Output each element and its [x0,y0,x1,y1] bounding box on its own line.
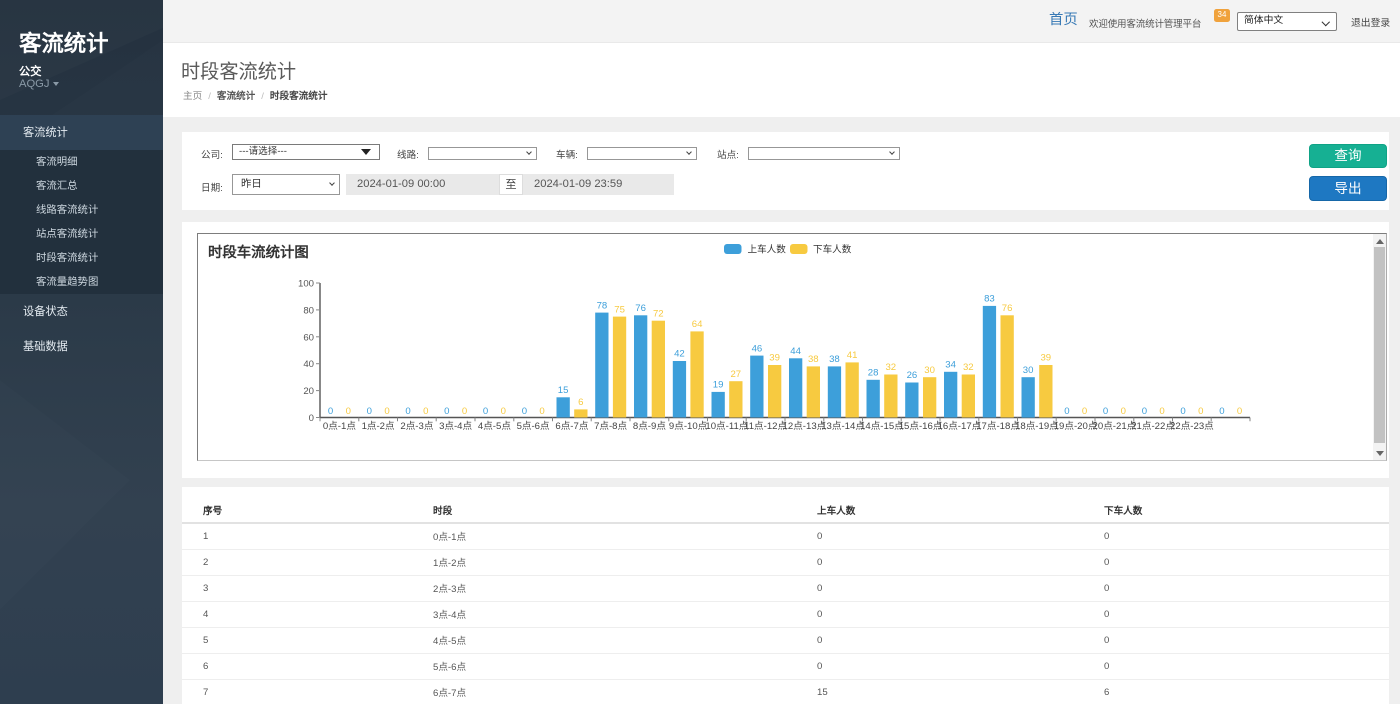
svg-text:32: 32 [963,362,974,373]
svg-text:0: 0 [501,406,506,417]
svg-text:时段车流统计图: 时段车流统计图 [208,243,309,261]
svg-text:12点-13点: 12点-13点 [783,421,827,432]
svg-text:0点-1点: 0点-1点 [323,421,356,432]
svg-text:34: 34 [945,360,956,371]
svg-text:100: 100 [298,279,314,290]
svg-text:0: 0 [1237,406,1242,417]
svg-text:75: 75 [614,304,625,315]
svg-text:46: 46 [752,343,763,354]
svg-text:0: 0 [405,406,410,417]
svg-text:15点-16点: 15点-16点 [899,421,943,432]
svg-text:0: 0 [1121,406,1126,417]
svg-text:80: 80 [303,305,314,316]
svg-text:下车人数: 下车人数 [813,244,852,256]
svg-text:0: 0 [522,406,527,417]
svg-text:3点-4点: 3点-4点 [439,421,472,432]
svg-text:39: 39 [1040,353,1051,364]
svg-text:41: 41 [847,350,858,361]
svg-text:13点-14点: 13点-14点 [821,421,865,432]
svg-text:32: 32 [885,362,896,373]
svg-text:0: 0 [384,406,389,417]
svg-text:0: 0 [1082,406,1087,417]
svg-text:上车人数: 上车人数 [748,244,787,256]
svg-text:20点-21点: 20点-21点 [1093,421,1137,432]
svg-text:0: 0 [1142,406,1147,417]
svg-text:11点-12点: 11点-12点 [744,421,787,432]
svg-text:0: 0 [346,406,351,417]
svg-text:8点-9点: 8点-9点 [633,421,666,432]
svg-text:19点-20点: 19点-20点 [1054,421,1098,432]
svg-text:0: 0 [462,406,467,417]
svg-text:44: 44 [790,346,801,357]
svg-text:10点-11点: 10点-11点 [705,421,748,432]
svg-text:64: 64 [692,319,703,330]
svg-text:0: 0 [1219,406,1224,417]
svg-text:27: 27 [730,369,741,380]
svg-text:76: 76 [635,303,646,314]
svg-text:0: 0 [309,413,314,424]
svg-text:0: 0 [367,406,372,417]
svg-text:0: 0 [1180,406,1185,417]
svg-text:19: 19 [713,380,724,391]
svg-text:0: 0 [1064,406,1069,417]
svg-text:39: 39 [769,353,780,364]
svg-text:5点-6点: 5点-6点 [517,421,550,432]
svg-text:0: 0 [1103,406,1108,417]
svg-text:18点-19点: 18点-19点 [1015,421,1059,432]
svg-text:0: 0 [444,406,449,417]
svg-text:6点-7点: 6点-7点 [555,421,588,432]
svg-text:1点-2点: 1点-2点 [362,421,395,432]
svg-text:7点-8点: 7点-8点 [594,421,627,432]
svg-text:20: 20 [303,386,314,397]
svg-text:21点-22点: 21点-22点 [1131,421,1175,432]
svg-text:30: 30 [1023,365,1034,376]
svg-text:38: 38 [829,354,840,365]
svg-text:0: 0 [539,406,544,417]
svg-text:72: 72 [653,308,664,319]
svg-text:38: 38 [808,354,819,365]
svg-text:22点-23点: 22点-23点 [1170,421,1214,432]
svg-text:14点-15点: 14点-15点 [860,421,904,432]
svg-text:0: 0 [1198,406,1203,417]
svg-text:9点-10点: 9点-10点 [669,421,708,432]
svg-text:16点-17点: 16点-17点 [938,421,982,432]
svg-text:4点-5点: 4点-5点 [478,421,511,432]
svg-text:0: 0 [423,406,428,417]
svg-text:6: 6 [578,397,583,408]
svg-text:26: 26 [907,370,918,381]
svg-text:15: 15 [558,385,569,396]
svg-text:0: 0 [328,406,333,417]
svg-text:2点-3点: 2点-3点 [400,421,433,432]
svg-text:17点-18点: 17点-18点 [976,421,1020,432]
svg-text:40: 40 [303,359,314,370]
svg-text:60: 60 [303,332,314,343]
svg-text:30: 30 [924,365,935,376]
svg-text:42: 42 [674,349,685,360]
svg-text:28: 28 [868,368,879,379]
svg-text:78: 78 [597,300,608,311]
svg-text:0: 0 [483,406,488,417]
svg-text:83: 83 [984,294,995,305]
svg-text:0: 0 [1159,406,1164,417]
svg-text:76: 76 [1002,303,1013,314]
